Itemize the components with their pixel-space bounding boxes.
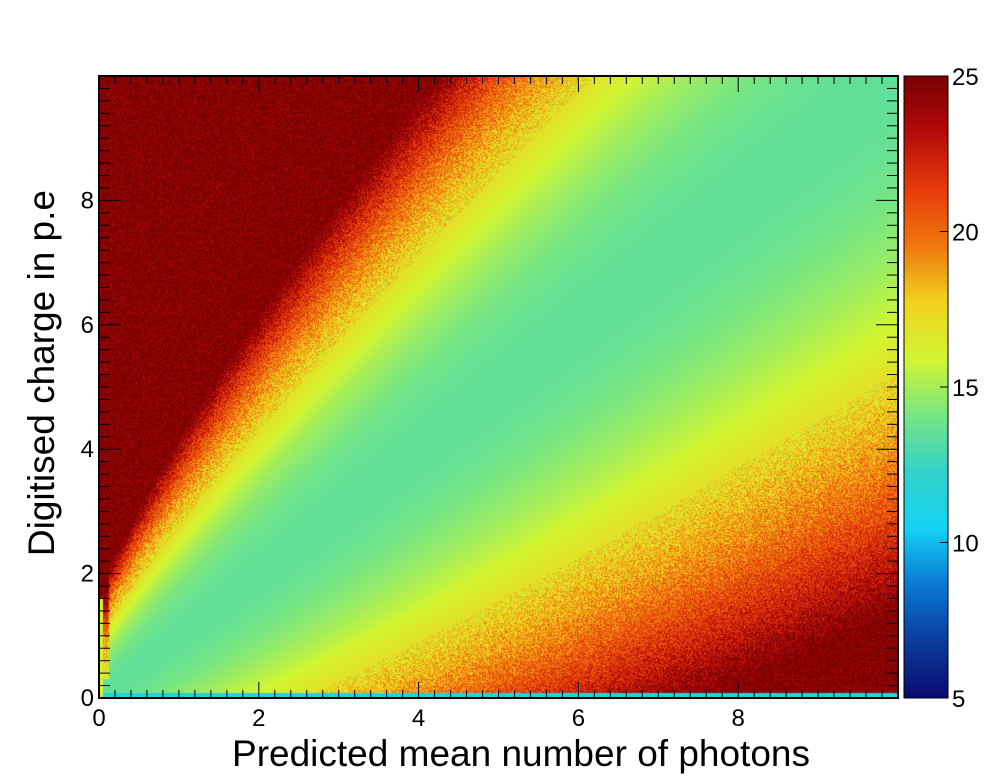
x-tick-label: 6 — [572, 705, 585, 732]
x-axis-title: Predicted mean number of photons — [232, 733, 810, 774]
y-tick-label: 0 — [81, 685, 94, 712]
x-tick-label: 2 — [252, 705, 265, 732]
y-tick-label: 4 — [81, 436, 94, 463]
colorbar-tick-label: 25 — [952, 64, 979, 91]
colorbar-tick-label: 15 — [952, 375, 979, 402]
heatmap-canvas — [99, 76, 898, 698]
colorbar-tick-label: 10 — [952, 531, 979, 558]
heatmap-canvas-holder — [99, 76, 898, 698]
y-axis-title: Digitised charge in p.e — [21, 190, 62, 556]
plot-area — [98, 75, 899, 699]
axis-ticks — [98, 75, 899, 699]
y-tick-label: 6 — [81, 312, 94, 339]
colorbar-tick-labels: 5 10 15 20 25 — [940, 64, 979, 713]
y-axis-tick-labels: 0 2 4 6 8 — [81, 187, 94, 712]
y-tick-label: 8 — [81, 187, 94, 214]
x-tick-label: 0 — [92, 705, 105, 732]
x-tick-label: 8 — [732, 705, 745, 732]
y-tick-label: 2 — [81, 561, 94, 588]
x-axis-tick-labels: 0 2 4 6 8 — [92, 705, 745, 732]
colorbar-tick-label: 5 — [952, 686, 965, 713]
colorbar-tick-label: 20 — [952, 220, 979, 247]
x-tick-label: 4 — [412, 705, 425, 732]
